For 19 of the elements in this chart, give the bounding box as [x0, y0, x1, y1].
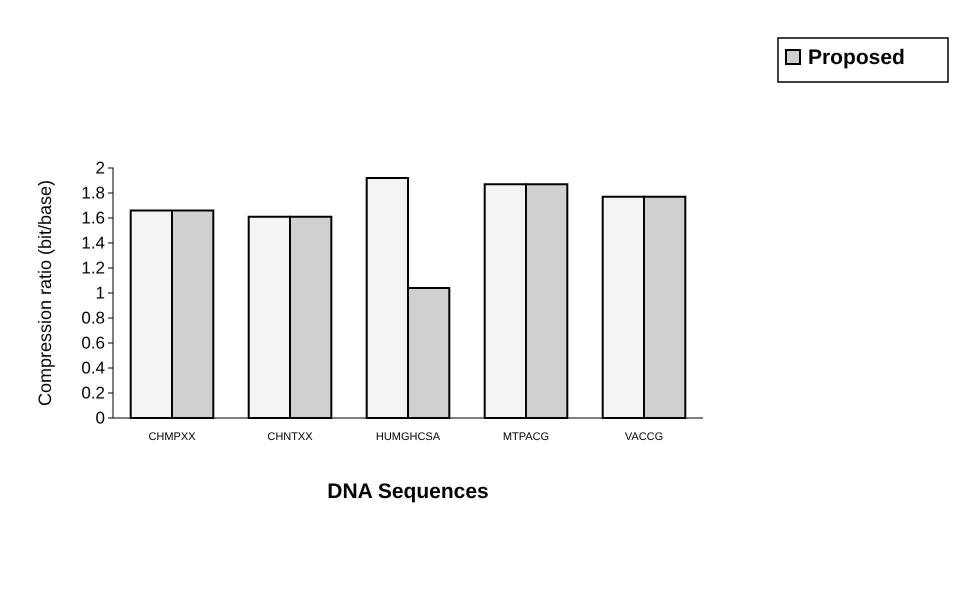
y-tick-label: 0.4: [81, 358, 105, 378]
x-tick-label: VACCG: [624, 431, 664, 443]
x-axis-title: DNA Sequences: [327, 480, 489, 503]
y-axis-title: Compression ratio (bit/base): [35, 180, 55, 406]
y-tick-label: 1.6: [81, 208, 105, 228]
y-tick-label: 2: [96, 158, 105, 178]
y-tick-label: 1.2: [81, 258, 105, 278]
x-tick-label: MTPACG: [502, 431, 550, 443]
legend-label: Proposed: [808, 46, 905, 69]
y-tick-label: 0: [96, 408, 105, 428]
x-tick-label: HUMGHCSA: [376, 431, 441, 443]
y-tick-label: 1.8: [81, 183, 105, 202]
y-tick-label: 0.8: [81, 308, 105, 328]
x-tick-label: CHMPXX: [148, 431, 196, 443]
y-tick-label: 1.4: [81, 233, 105, 252]
x-tick-label: CHNTXX: [267, 431, 314, 443]
y-tick-label: 0.6: [81, 333, 105, 352]
y-tick-label: 1: [96, 283, 105, 302]
y-tick-label: 0.2: [81, 383, 105, 402]
